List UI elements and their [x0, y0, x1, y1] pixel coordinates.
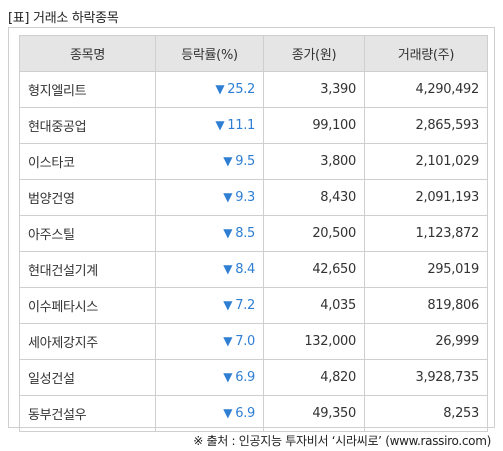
- table-caption: [표] 거래소 하락종목: [8, 11, 119, 26]
- stock-name-cell: 현대건설기계: [19, 251, 156, 288]
- stock-name-cell: 일성건설: [19, 359, 156, 396]
- stock-name-cell: 범양건영: [19, 179, 156, 216]
- change-rate-value: 25.2: [227, 82, 255, 97]
- closing-price-cell: 4,820: [263, 359, 365, 396]
- change-rate-cell: ▼ 8.4: [155, 251, 264, 288]
- change-rate-value: 7.0: [235, 334, 255, 349]
- table-row: 현대중공업 ▼ 11.1 99,100 2,865,593: [19, 107, 488, 144]
- stock-name-cell: 형지엘리트: [19, 71, 156, 108]
- down-triangle-icon: ▼: [215, 82, 225, 96]
- stock-name-cell: 세아제강지주: [19, 323, 156, 360]
- source-note: ※ 출처 : 인공지능 투자비서 ‘시라씨로’ (www.rassiro.com…: [193, 434, 491, 448]
- change-rate-cell: ▼ 25.2: [155, 71, 264, 108]
- down-triangle-icon: ▼: [215, 118, 225, 132]
- stock-name-cell: 동부건설우: [19, 395, 156, 432]
- table-row: 동부건설우 ▼ 6.9 49,350 8,253: [19, 395, 488, 432]
- table-row: 이수페타시스 ▼ 7.2 4,035 819,806: [19, 287, 488, 324]
- volume-cell: 3,928,735: [364, 359, 488, 396]
- stock-name-cell: 아주스틸: [19, 215, 156, 252]
- closing-price-cell: 20,500: [263, 215, 365, 252]
- closing-price-cell: 132,000: [263, 323, 365, 360]
- change-rate-value: 8.5: [235, 226, 255, 241]
- closing-price-cell: 4,035: [263, 287, 365, 324]
- stock-name-cell: 이수페타시스: [19, 287, 156, 324]
- table-row: 세아제강지주 ▼ 7.0 132,000 26,999: [19, 323, 488, 360]
- down-triangle-icon: ▼: [223, 298, 233, 312]
- closing-price-cell: 99,100: [263, 107, 365, 144]
- change-rate-value: 9.5: [235, 154, 255, 169]
- volume-cell: 1,123,872: [364, 215, 488, 252]
- down-triangle-icon: ▼: [223, 190, 233, 204]
- down-triangle-icon: ▼: [223, 226, 233, 240]
- change-rate-cell: ▼ 7.2: [155, 287, 264, 324]
- header-change-rate: 등락률(%): [155, 35, 264, 72]
- volume-cell: 2,865,593: [364, 107, 488, 144]
- table-row: 범양건영 ▼ 9.3 8,430 2,091,193: [19, 179, 488, 216]
- volume-cell: 2,101,029: [364, 143, 488, 180]
- change-rate-value: 6.9: [235, 406, 255, 421]
- change-rate-cell: ▼ 6.9: [155, 395, 264, 432]
- table-body: 형지엘리트 ▼ 25.2 3,390 4,290,492 현대중공업 ▼ 11.1 99,100…: [19, 71, 488, 432]
- closing-price-cell: 42,650: [263, 251, 365, 288]
- closing-price-cell: 49,350: [263, 395, 365, 432]
- change-rate-cell: ▼ 9.5: [155, 143, 264, 180]
- volume-cell: 819,806: [364, 287, 488, 324]
- table-row: 형지엘리트 ▼ 25.2 3,390 4,290,492: [19, 71, 488, 108]
- change-rate-cell: ▼ 8.5: [155, 215, 264, 252]
- change-rate-value: 9.3: [235, 190, 255, 205]
- volume-cell: 295,019: [364, 251, 488, 288]
- header-closing-price: 종가(원): [263, 35, 365, 72]
- down-triangle-icon: ▼: [223, 154, 233, 168]
- table-row: 일성건설 ▼ 6.9 4,820 3,928,735: [19, 359, 488, 396]
- table-header-row: 종목명 등락률(%) 종가(원) 거래량(주): [19, 35, 488, 72]
- header-stock-name: 종목명: [19, 35, 156, 72]
- falling-stocks-table: 종목명 등락률(%) 종가(원) 거래량(주) 형지엘리트 ▼ 25.2 3,390 4…: [19, 35, 488, 432]
- table-frame: 종목명 등락률(%) 종가(원) 거래량(주) 형지엘리트 ▼ 25.2 3,390 4…: [8, 27, 495, 432]
- down-triangle-icon: ▼: [223, 334, 233, 348]
- table-row: 아주스틸 ▼ 8.5 20,500 1,123,872: [19, 215, 488, 252]
- volume-cell: 8,253: [364, 395, 488, 432]
- change-rate-cell: ▼ 7.0: [155, 323, 264, 360]
- down-triangle-icon: ▼: [223, 262, 233, 276]
- change-rate-value: 6.9: [235, 370, 255, 385]
- stock-name-cell: 현대중공업: [19, 107, 156, 144]
- volume-cell: 26,999: [364, 323, 488, 360]
- closing-price-cell: 3,800: [263, 143, 365, 180]
- change-rate-value: 7.2: [235, 298, 255, 313]
- change-rate-cell: ▼ 6.9: [155, 359, 264, 396]
- stock-name-cell: 이스타코: [19, 143, 156, 180]
- volume-cell: 4,290,492: [364, 71, 488, 108]
- change-rate-cell: ▼ 11.1: [155, 107, 264, 144]
- change-rate-value: 8.4: [235, 262, 255, 277]
- down-triangle-icon: ▼: [223, 370, 233, 384]
- change-rate-value: 11.1: [227, 118, 255, 133]
- closing-price-cell: 8,430: [263, 179, 365, 216]
- down-triangle-icon: ▼: [223, 406, 233, 420]
- closing-price-cell: 3,390: [263, 71, 365, 108]
- change-rate-cell: ▼ 9.3: [155, 179, 264, 216]
- header-volume: 거래량(주): [364, 35, 488, 72]
- table-row: 현대건설기계 ▼ 8.4 42,650 295,019: [19, 251, 488, 288]
- table-row: 이스타코 ▼ 9.5 3,800 2,101,029: [19, 143, 488, 180]
- volume-cell: 2,091,193: [364, 179, 488, 216]
